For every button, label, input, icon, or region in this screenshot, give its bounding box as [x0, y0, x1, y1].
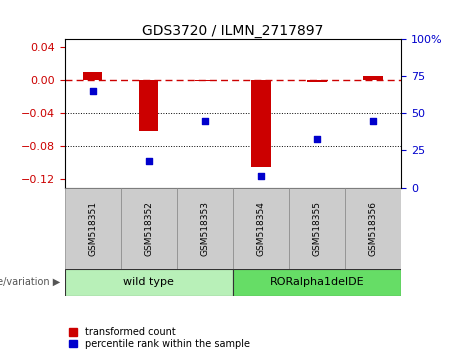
- Text: GSM518354: GSM518354: [256, 201, 266, 256]
- Point: [369, 118, 377, 124]
- FancyBboxPatch shape: [65, 188, 121, 269]
- Bar: [139, 80, 159, 131]
- Bar: [195, 80, 214, 81]
- Text: GSM518356: GSM518356: [368, 201, 378, 256]
- Text: RORalpha1delDE: RORalpha1delDE: [270, 277, 364, 287]
- Point: [201, 118, 208, 124]
- FancyBboxPatch shape: [345, 188, 401, 269]
- FancyBboxPatch shape: [233, 269, 401, 296]
- Text: genotype/variation ▶: genotype/variation ▶: [0, 277, 60, 287]
- FancyBboxPatch shape: [65, 269, 233, 296]
- Bar: [251, 80, 271, 167]
- Bar: [363, 76, 383, 80]
- Text: GSM518351: GSM518351: [88, 201, 97, 256]
- Point: [89, 88, 96, 94]
- Text: GSM518352: GSM518352: [144, 201, 153, 256]
- FancyBboxPatch shape: [233, 188, 289, 269]
- FancyBboxPatch shape: [289, 188, 345, 269]
- Text: GSM518355: GSM518355: [313, 201, 321, 256]
- Text: wild type: wild type: [123, 277, 174, 287]
- Bar: [307, 80, 327, 82]
- Title: GDS3720 / ILMN_2717897: GDS3720 / ILMN_2717897: [142, 24, 324, 38]
- Point: [145, 158, 152, 164]
- Text: GSM518353: GSM518353: [200, 201, 209, 256]
- FancyBboxPatch shape: [177, 188, 233, 269]
- Point: [313, 136, 321, 141]
- Point: [257, 173, 265, 178]
- FancyBboxPatch shape: [121, 188, 177, 269]
- Bar: [83, 72, 102, 80]
- Legend: transformed count, percentile rank within the sample: transformed count, percentile rank withi…: [70, 327, 250, 349]
